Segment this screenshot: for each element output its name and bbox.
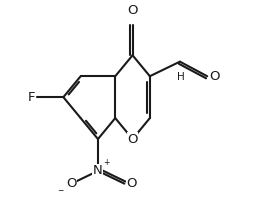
- Text: O: O: [209, 70, 220, 83]
- Text: O: O: [127, 4, 138, 17]
- Text: −: −: [57, 186, 63, 195]
- Text: O: O: [127, 132, 138, 146]
- Text: O: O: [126, 177, 137, 190]
- Text: +: +: [103, 158, 110, 167]
- Text: O: O: [66, 177, 77, 190]
- Text: F: F: [27, 91, 35, 104]
- Text: H: H: [177, 72, 185, 82]
- Text: N: N: [93, 164, 103, 177]
